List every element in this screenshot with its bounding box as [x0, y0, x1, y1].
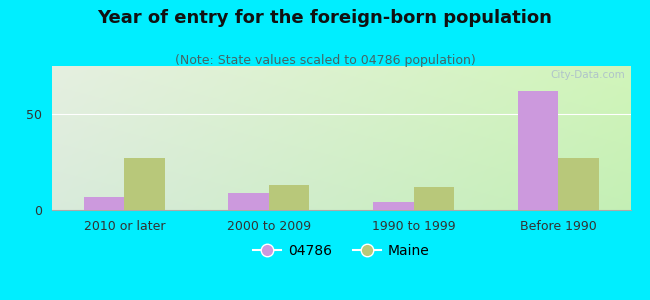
Bar	[558, 158, 599, 210]
Bar	[124, 158, 165, 210]
Bar	[228, 193, 269, 210]
Bar	[84, 196, 124, 210]
Text: City-Data.com: City-Data.com	[550, 70, 625, 80]
Text: Year of entry for the foreign-born population: Year of entry for the foreign-born popul…	[98, 9, 552, 27]
Text: (Note: State values scaled to 04786 population): (Note: State values scaled to 04786 popu…	[175, 54, 475, 67]
Bar	[269, 185, 309, 210]
Legend: 04786, Maine: 04786, Maine	[248, 238, 435, 263]
Bar	[413, 187, 454, 210]
Bar	[373, 202, 413, 210]
Bar	[517, 91, 558, 210]
